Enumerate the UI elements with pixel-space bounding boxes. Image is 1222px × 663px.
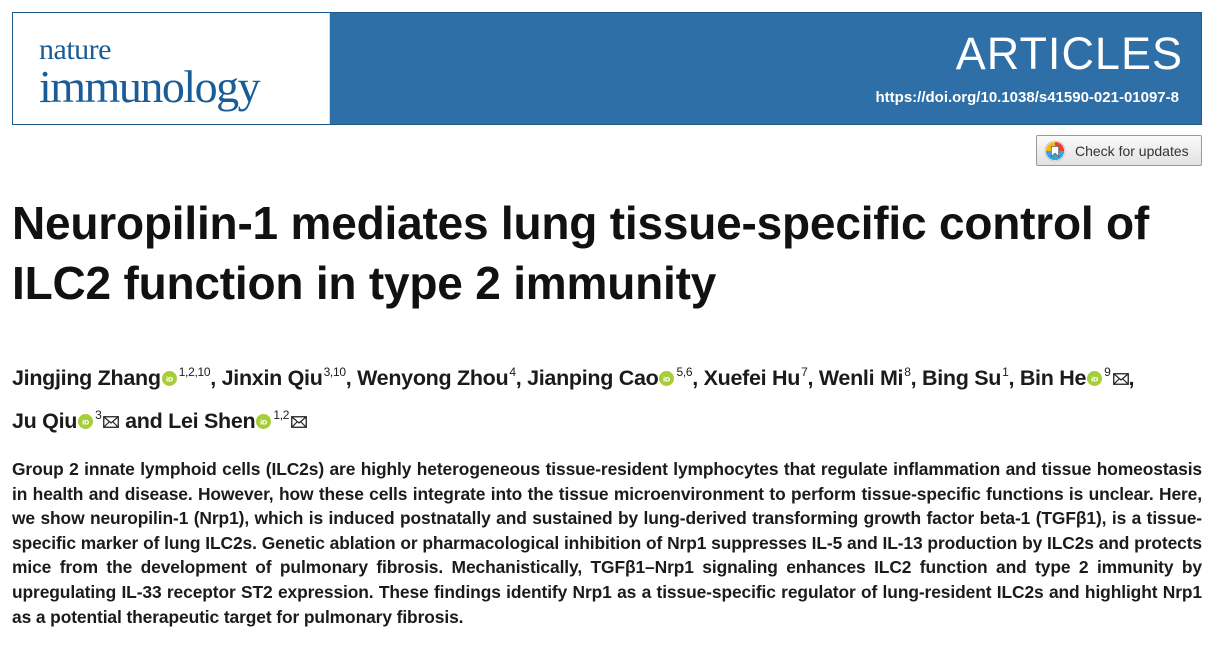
orcid-icon[interactable]: iD — [659, 371, 675, 387]
affiliation-superscript: 4 — [509, 365, 516, 379]
author-name: Jingjing Zhang — [12, 366, 161, 391]
author[interactable]: Lei Shen iD 1,2 — [168, 408, 308, 434]
orcid-icon[interactable]: iD — [78, 414, 94, 430]
author-separator: and — [119, 409, 169, 434]
check-for-updates-button[interactable]: Check for updates — [1036, 135, 1202, 166]
affiliation-superscript: 3,10 — [323, 365, 346, 379]
svg-text:iD: iD — [166, 375, 174, 383]
author-separator: , — [692, 366, 704, 391]
author[interactable]: Wenyong Zhou4 — [357, 365, 516, 391]
author[interactable]: Ju Qiu iD 3 — [12, 408, 120, 434]
email-icon[interactable] — [291, 416, 308, 429]
journal-name-line2: immunology — [39, 61, 261, 112]
affiliation-superscript: 7 — [801, 365, 808, 379]
author-separator: , — [807, 366, 819, 391]
article-title: Neuropilin-1 mediates lung tissue-specif… — [12, 197, 1150, 309]
author[interactable]: Jinxin Qiu3,10 — [221, 365, 346, 391]
svg-text:iD: iD — [1091, 375, 1099, 383]
affiliation-superscript: 9 — [1104, 365, 1111, 379]
affiliation-superscript: 5,6 — [676, 365, 693, 379]
author-name: Xuefei Hu — [703, 366, 801, 391]
affiliation-superscript: 1,2,10 — [178, 365, 211, 379]
author[interactable]: Jingjing Zhang iD 1,2,10 — [12, 365, 211, 391]
author-name: Jinxin Qiu — [221, 366, 323, 391]
svg-text:iD: iD — [663, 375, 671, 383]
author-separator: , — [1008, 366, 1020, 391]
journal-logo[interactable]: nature immunology — [13, 13, 330, 124]
crossmark-icon — [1044, 139, 1066, 162]
affiliation-superscript: 8 — [904, 365, 911, 379]
author-name: Bin He — [1019, 366, 1087, 391]
abstract: Group 2 innate lymphoid cells (ILC2s) ar… — [12, 459, 1202, 627]
affiliation-superscript: 1,2 — [273, 408, 290, 423]
author-separator: , — [910, 366, 922, 391]
author-name: Jianping Cao — [527, 366, 659, 391]
author[interactable]: Bin He iD 9 — [1019, 365, 1129, 391]
author[interactable]: Jianping Cao iD 5,6 — [527, 365, 693, 391]
author-separator: , — [1128, 366, 1135, 391]
journal-name-line1: nature — [39, 33, 111, 66]
svg-text:iD: iD — [82, 419, 90, 427]
orcid-icon[interactable]: iD — [256, 414, 272, 430]
author-name: Wenli Mi — [818, 366, 904, 391]
author-name: Wenyong Zhou — [357, 366, 509, 391]
author-name: Ju Qiu — [12, 409, 78, 434]
affiliation-superscript: 3 — [95, 408, 102, 423]
journal-banner: nature immunology ARTICLES https://doi.o… — [12, 12, 1202, 125]
author[interactable]: Bing Su1 — [921, 365, 1009, 391]
author[interactable]: Xuefei Hu7 — [703, 365, 808, 391]
author[interactable]: Wenli Mi8 — [818, 365, 911, 391]
email-icon[interactable] — [103, 416, 120, 429]
orcid-icon[interactable]: iD — [161, 371, 177, 387]
author-name: Lei Shen — [168, 409, 256, 434]
author-separator: , — [515, 366, 528, 391]
author-separator: , — [345, 366, 358, 391]
email-icon[interactable] — [1112, 373, 1129, 386]
section-label: ARTICLES — [955, 28, 1183, 79]
affiliation-superscript: 1 — [1002, 365, 1009, 379]
author-name: Bing Su — [921, 366, 1002, 391]
orcid-icon[interactable]: iD — [1087, 371, 1103, 387]
author-list: Jingjing Zhang iD 1,2,10, Jinxin Qiu3,10, … — [12, 354, 1217, 440]
author-separator: , — [210, 366, 222, 391]
check-for-updates-label: Check for updates — [1075, 142, 1189, 159]
svg-text:iD: iD — [260, 419, 268, 427]
doi-link[interactable]: https://doi.org/10.1038/s41590-021-01097… — [875, 89, 1180, 106]
